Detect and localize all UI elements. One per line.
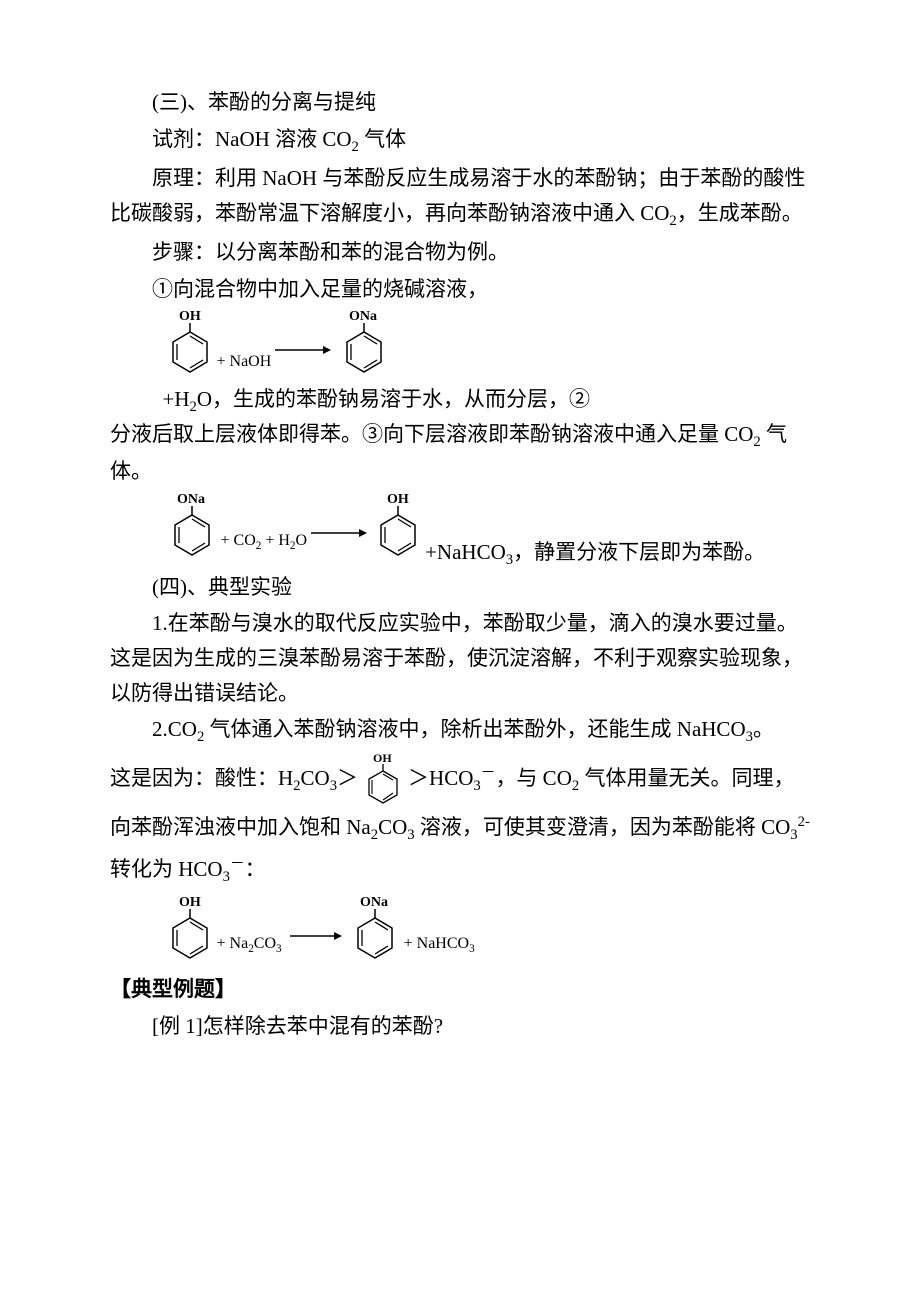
svg-text:OH: OH	[373, 752, 392, 765]
exp2-l2c: ＞	[337, 765, 358, 789]
phenolate-reactant-2: ONa	[165, 491, 219, 570]
reagent-label: 试剂：	[152, 127, 215, 151]
exp2-l2d: ＞HCO	[408, 765, 473, 789]
r2-plus: + CO2 + H2O	[221, 531, 308, 570]
arrow-3	[284, 922, 344, 973]
principle-label: 原理：	[152, 166, 215, 190]
s4-head-text: (四)、典型实验	[152, 575, 292, 599]
exp2-num: 2.	[152, 717, 168, 741]
exp1-text: 在苯酚与溴水的取代反应实验中，苯酚取少量，滴入的溴水要过量。这是因为生成的三溴苯…	[110, 611, 803, 704]
steps-line: 步骤：以分离苯酚和苯的混合物为例。	[110, 235, 810, 270]
exp2-l2i: 转化为 HCO	[110, 857, 223, 881]
section-3-heading: (三)、苯酚的分离与提纯	[110, 85, 810, 120]
arrow-1	[273, 336, 333, 387]
ex1-text: 怎样除去苯中混有的苯酚?	[203, 1014, 443, 1038]
oh-label: OH	[179, 309, 201, 324]
step1-text: ①向混合物中加入足量的烧碱溶液，	[152, 277, 488, 301]
s3-head-text: (三)、苯酚的分离与提纯	[152, 90, 376, 114]
r3-plus: + Na2CO3	[217, 934, 282, 973]
exp2-l1a: CO	[168, 717, 197, 741]
principle-sub1: 2	[669, 213, 676, 229]
exp2-l1c: 。	[753, 717, 774, 741]
phenol-inline-icon: OH	[362, 752, 404, 808]
steps-label: 步骤：	[152, 240, 215, 264]
r1-plus: + NaOH	[217, 352, 272, 387]
examples-head-text: 【典型例题】	[110, 977, 236, 1001]
steps-text: 以分离苯酚和苯的混合物为例。	[215, 240, 509, 264]
r1-tail: +H2O，生成的苯酚钠易溶于水，从而分层，②	[163, 387, 591, 417]
reagent-line: 试剂：NaOH 溶液 CO2 气体	[110, 122, 810, 159]
ex1-label: [例 1]	[152, 1014, 203, 1038]
phenolate-product-3: ONa	[348, 894, 402, 973]
oh-label-2: OH	[387, 492, 409, 507]
r2-tail: +NaHCO3，静置分液下层即为苯酚。	[425, 540, 765, 570]
principle-t2: ，生成苯酚。	[677, 201, 803, 225]
reagent-2a: CO	[322, 127, 351, 151]
exp2-l1b: 气体通入苯酚钠溶液中，除析出苯酚外，还能生成 NaHCO	[204, 717, 745, 741]
section-4-heading: (四)、典型实验	[110, 570, 810, 605]
exp1-para: 1.在苯酚与溴水的取代反应实验中，苯酚取少量，滴入的溴水要过量。这是因为生成的三…	[110, 606, 810, 710]
step1-line: ①向混合物中加入足量的烧碱溶液，	[110, 272, 810, 307]
exp2-l2e: ，与 CO	[495, 765, 571, 789]
exp2-line1: 2.CO2 气体通入苯酚钠溶液中，除析出苯酚外，还能生成 NaHCO3。	[110, 712, 810, 749]
reaction-2: ONa + CO2 + H2O OH +NaHCO3，静置分液下层即为苯酚。	[110, 491, 810, 570]
reaction-1: OH + NaOH ONa +H2O，生成的苯酚钠易溶于水，从而分层，②	[110, 308, 810, 416]
principle-para: 原理：利用 NaOH 与苯酚反应生成易溶于水的苯酚钠；由于苯酚的酸性比碳酸弱，苯…	[110, 161, 810, 233]
ona-label: ONa	[349, 309, 377, 324]
step2-3-line: 分液后取上层液体即得苯。③向下层溶液即苯酚钠溶液中通入足量 CO2 气体。	[110, 417, 810, 489]
phenol-product-2: OH	[373, 491, 423, 570]
step2-t1: 分液后取上层液体即得苯。③向下层溶液即苯酚钠溶液中通入足量 CO	[110, 422, 753, 446]
reaction-3: OH + Na2CO3 ONa + NaHCO3	[110, 894, 810, 973]
exp2-l2a: 这是因为：酸性：H	[110, 765, 293, 789]
example-1: [例 1]怎样除去苯中混有的苯酚?	[110, 1009, 810, 1044]
exp1-num: 1.	[152, 611, 168, 635]
ona-label-3: ONa	[360, 895, 388, 910]
r3-tail: + NaHCO3	[404, 934, 475, 973]
exp2-l2b: CO	[301, 765, 330, 789]
exp2-l2j: ：	[245, 857, 266, 881]
reagent-2-sub: 2	[352, 139, 359, 155]
phenolate-product-1: ONa	[337, 308, 391, 387]
phenol-reactant-1: OH	[165, 308, 215, 387]
oh-label-3: OH	[179, 895, 201, 910]
arrow-2	[309, 519, 369, 570]
exp2-l2h: 溶液，可使其变澄清，因为苯酚能将 CO	[415, 815, 791, 839]
exp2-line2: 这是因为：酸性：H2CO3＞OH＞HCO3－，与 CO2 气体用量无关。同理，向…	[110, 752, 810, 892]
ona-label-2: ONa	[177, 492, 205, 507]
reagent-2b: 气体	[359, 127, 406, 151]
exp2-l2g: CO	[378, 815, 407, 839]
phenol-reactant-3: OH	[165, 894, 215, 973]
step2-sub: 2	[753, 434, 760, 450]
examples-heading: 【典型例题】	[110, 972, 810, 1007]
reagent-1: NaOH 溶液	[215, 127, 317, 151]
